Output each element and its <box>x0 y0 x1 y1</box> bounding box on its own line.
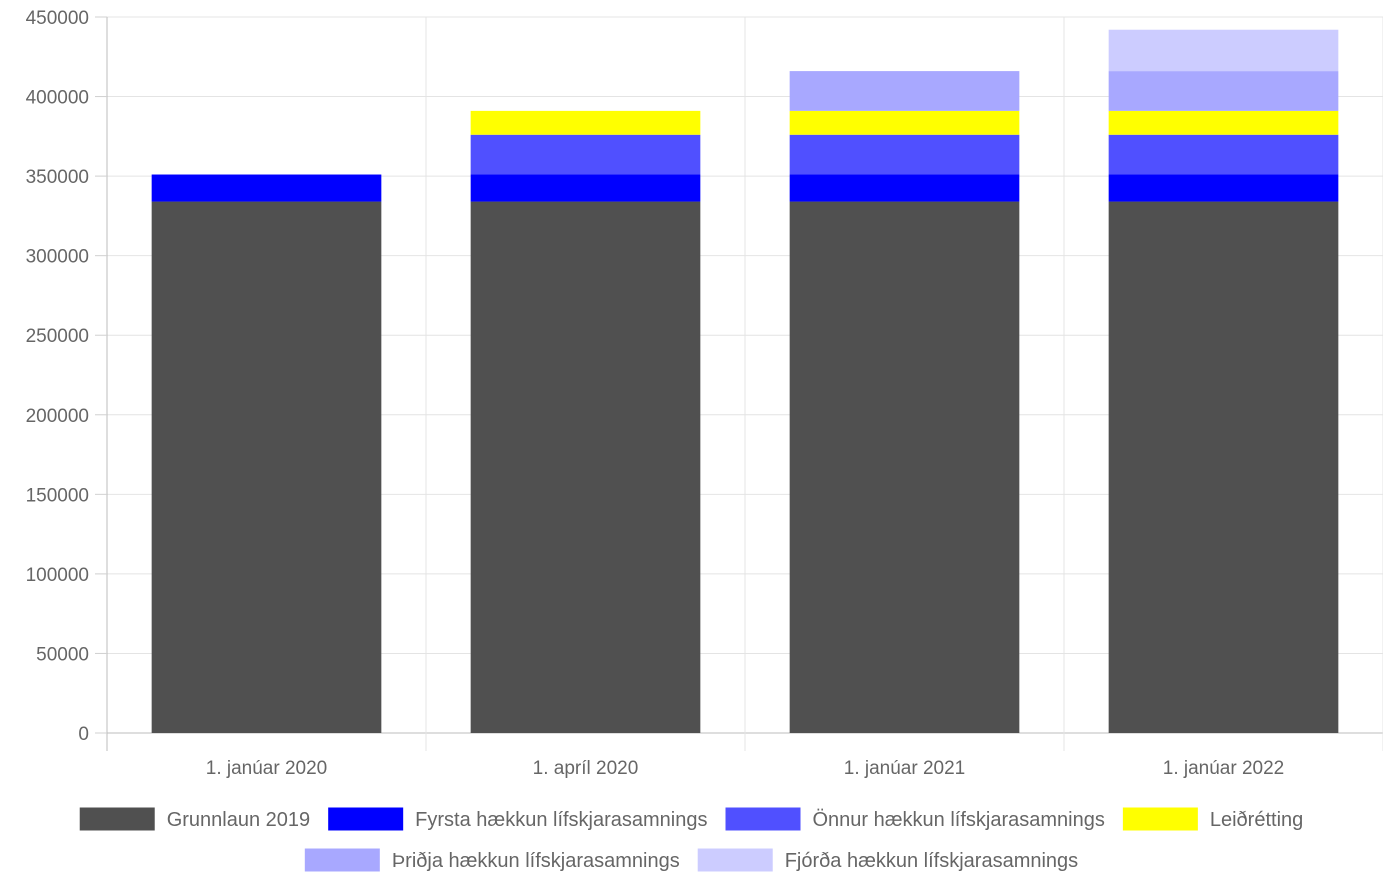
bar-segment <box>789 71 1020 111</box>
bar-segment <box>1108 110 1339 135</box>
y-tick-label: 450000 <box>26 8 89 29</box>
x-tick-label: 1. janúar 2021 <box>844 758 966 779</box>
bar-segment <box>151 174 382 202</box>
bar-segment <box>789 201 1020 733</box>
legend-swatch <box>697 848 773 872</box>
legend-label: Önnur hækkun lífskjarasamnings <box>813 809 1105 831</box>
bar-segment <box>470 201 701 733</box>
bar-segment <box>1108 29 1339 72</box>
y-tick-label: 250000 <box>26 326 89 347</box>
y-tick-label: 150000 <box>26 485 89 506</box>
bar-segment <box>470 110 701 135</box>
y-tick-label: 300000 <box>26 247 89 268</box>
legend-item[interactable]: Leiðrétting <box>1122 807 1303 832</box>
bar-segment <box>789 134 1020 175</box>
bar-segment <box>1108 71 1339 111</box>
bar-segment <box>1108 134 1339 175</box>
bar-segment <box>470 134 701 175</box>
legend-label: Fyrsta hækkun lífskjarasamnings <box>415 809 707 831</box>
x-tick-label: 1. apríl 2020 <box>533 758 639 779</box>
x-tick-label: 1. janúar 2022 <box>1163 758 1285 779</box>
legend-item[interactable]: Önnur hækkun lífskjarasamnings <box>725 807 1105 832</box>
legend-swatch <box>304 848 380 872</box>
legend-swatch <box>1122 807 1198 831</box>
legend-label: Grunnlaun 2019 <box>167 809 310 831</box>
legend-label: Fjórða hækkun lífskjarasamnings <box>785 850 1078 872</box>
bar-segment <box>470 174 701 202</box>
legend-swatch <box>328 807 404 831</box>
legend-item[interactable]: Grunnlaun 2019 <box>79 807 310 832</box>
legend-item[interactable]: Fjórða hækkun lífskjarasamnings <box>697 848 1078 873</box>
legend-label: Þriðja hækkun lífskjarasamnings <box>392 850 680 872</box>
bar-layer <box>151 29 1339 733</box>
bar-segment <box>789 174 1020 202</box>
legend-item[interactable]: Þriðja hækkun lífskjarasamnings <box>304 848 680 873</box>
y-tick-label: 0 <box>78 724 89 745</box>
y-tick-label: 200000 <box>26 406 89 427</box>
y-tick-label: 100000 <box>26 565 89 586</box>
legend-item[interactable]: Fyrsta hækkun lífskjarasamnings <box>328 807 708 832</box>
legend-label: Leiðrétting <box>1210 809 1303 831</box>
legend-swatch <box>725 807 801 831</box>
legend[interactable]: Grunnlaun 2019 Fyrsta hækkun lífskjarasam… <box>79 807 1304 873</box>
y-tick-label: 50000 <box>36 644 89 665</box>
axis-layer: 0 50000 100000 150000 200000 250000 300000 3500… <box>26 8 1285 779</box>
legend-swatch <box>79 807 155 831</box>
y-tick-label: 400000 <box>26 88 89 109</box>
bar-segment <box>151 201 382 733</box>
bar-segment <box>1108 174 1339 202</box>
bar-segment <box>1108 201 1339 733</box>
y-tick-label: 350000 <box>26 167 89 188</box>
x-tick-label: 1. janúar 2020 <box>206 758 328 779</box>
bar-segment <box>789 110 1020 135</box>
